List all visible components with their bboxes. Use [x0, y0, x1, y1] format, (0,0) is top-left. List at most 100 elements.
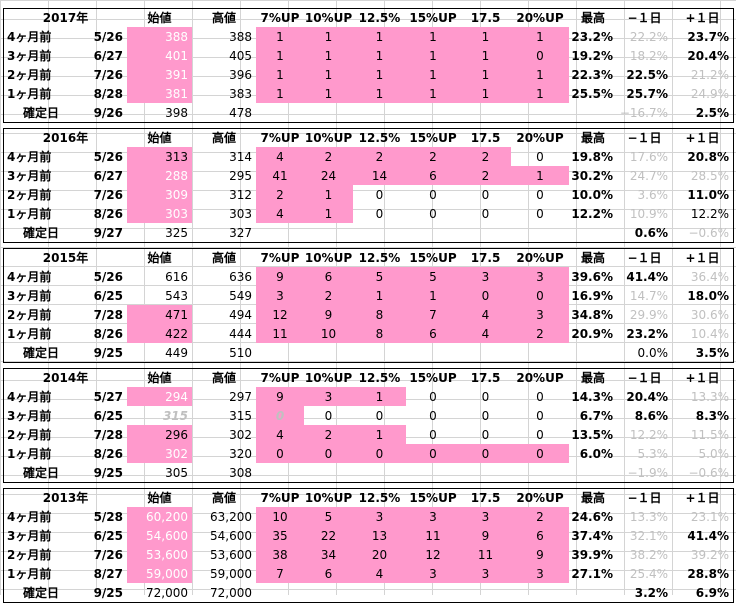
- up-count: 3: [481, 269, 490, 284]
- confirm-date: 9/25: [93, 465, 123, 480]
- max-rate: 22.3%: [571, 67, 613, 82]
- open-price: 53,600: [146, 547, 188, 562]
- up-count: 0: [536, 288, 544, 303]
- row-label: 3ヶ月前: [7, 49, 52, 63]
- column-header: +１日: [685, 131, 720, 145]
- up-count: 3: [324, 389, 333, 404]
- high-price: 320: [229, 446, 252, 461]
- row-date: 8/26: [93, 326, 123, 341]
- highlight-cell: [304, 84, 353, 103]
- column-header: 20%UP: [516, 490, 564, 505]
- up-count: 1: [375, 67, 384, 82]
- highlight-cell: [406, 84, 460, 103]
- row-date: 7/26: [93, 67, 123, 82]
- highlight-cell: [127, 564, 192, 583]
- up-count: 3: [536, 269, 544, 284]
- up-count: 4: [375, 566, 384, 581]
- column-header: 始値: [147, 251, 172, 265]
- highlight-cell: [127, 65, 192, 84]
- max-rate: 20.9%: [571, 326, 613, 341]
- highlight-cell: [406, 286, 460, 305]
- next-day-rate: 21.2%: [690, 67, 729, 82]
- column-header: −１日: [627, 371, 662, 385]
- highlight-cell: [304, 507, 353, 526]
- open-price: 302: [165, 446, 188, 461]
- column-header: 高値: [211, 371, 236, 385]
- up-count: 4: [481, 307, 490, 322]
- up-count: 38: [272, 547, 288, 562]
- highlight-cell: [353, 147, 406, 166]
- year-label: 2017年: [42, 11, 89, 25]
- up-count: 4: [276, 149, 284, 164]
- open-price: 59,000: [146, 566, 188, 581]
- column-header: 最高: [580, 11, 605, 25]
- up-count: 8: [375, 326, 384, 341]
- column-header: 7%UP: [260, 250, 300, 265]
- highlight-cell: [256, 147, 304, 166]
- highlight-cell: [353, 166, 406, 185]
- up-count: 1: [481, 67, 490, 82]
- high-price: 63,200: [210, 509, 252, 524]
- prev-day-rate: 20.4%: [626, 389, 668, 404]
- year-table: [3, 368, 734, 483]
- prev-day-rate: 5.3%: [637, 446, 669, 461]
- highlight-cell: [511, 65, 569, 84]
- row-date: 7/26: [93, 187, 123, 202]
- up-count: 0: [481, 206, 490, 221]
- column-header: 始値: [147, 491, 172, 505]
- confirm-high: 510: [229, 345, 252, 360]
- up-count: 1: [375, 86, 384, 101]
- highlight-cell: [256, 444, 304, 463]
- up-count: 1: [375, 29, 384, 44]
- up-count: 0: [375, 408, 384, 423]
- up-count: 41: [272, 168, 288, 183]
- row-label: 3ヶ月前: [7, 169, 52, 183]
- up-count: 1: [375, 427, 384, 442]
- row-date: 5/27: [93, 389, 123, 404]
- next-day-rate: 41.4%: [687, 528, 729, 543]
- column-header: 15%UP: [409, 370, 457, 385]
- open-price: 388: [165, 29, 188, 44]
- highlight-cell: [511, 444, 569, 463]
- prev-day-rate: 14.7%: [629, 288, 668, 303]
- next-day-rate: 13.3%: [690, 389, 729, 404]
- up-count: 1: [429, 288, 437, 303]
- column-header: 最高: [580, 251, 605, 265]
- high-price: 444: [229, 326, 252, 341]
- highlight-cell: [460, 267, 511, 286]
- open-price: 543: [165, 288, 188, 303]
- highlight-cell: [256, 65, 304, 84]
- highlight-cell: [256, 84, 304, 103]
- next-day-rate: 23.1%: [690, 509, 729, 524]
- confirm-prev-rate: −1.9%: [627, 465, 668, 480]
- up-count: 2: [429, 149, 437, 164]
- year-label: 2014年: [42, 371, 89, 385]
- row-label: 4ヶ月前: [7, 30, 52, 44]
- row-label: 2ヶ月前: [7, 188, 52, 202]
- highlight-cell: [256, 387, 304, 406]
- prev-day-rate: 10.9%: [629, 206, 668, 221]
- up-count: 3: [536, 307, 544, 322]
- year-label: 2016年: [42, 131, 89, 145]
- row-label: 1ヶ月前: [7, 207, 52, 221]
- open-price: 296: [165, 427, 188, 442]
- up-count: 1: [429, 29, 437, 44]
- max-rate: 25.5%: [571, 86, 613, 101]
- high-price: 297: [229, 389, 252, 404]
- highlight-cell: [304, 147, 353, 166]
- highlight-cell: [304, 387, 353, 406]
- highlight-cell: [406, 564, 460, 583]
- up-count: 22: [320, 528, 337, 543]
- high-price: 54,600: [210, 528, 252, 543]
- up-count: 0: [481, 288, 490, 303]
- confirm-label: 確定日: [23, 106, 60, 120]
- highlight-cell: [353, 305, 406, 324]
- row-label: 4ヶ月前: [7, 390, 52, 404]
- high-price: 383: [229, 86, 252, 101]
- up-count: 2: [481, 149, 490, 164]
- up-count: 1: [429, 67, 437, 82]
- prev-day-rate: 3.6%: [637, 187, 669, 202]
- row-date: 8/26: [93, 206, 123, 221]
- column-header: −１日: [627, 131, 662, 145]
- up-count: 11: [477, 547, 494, 562]
